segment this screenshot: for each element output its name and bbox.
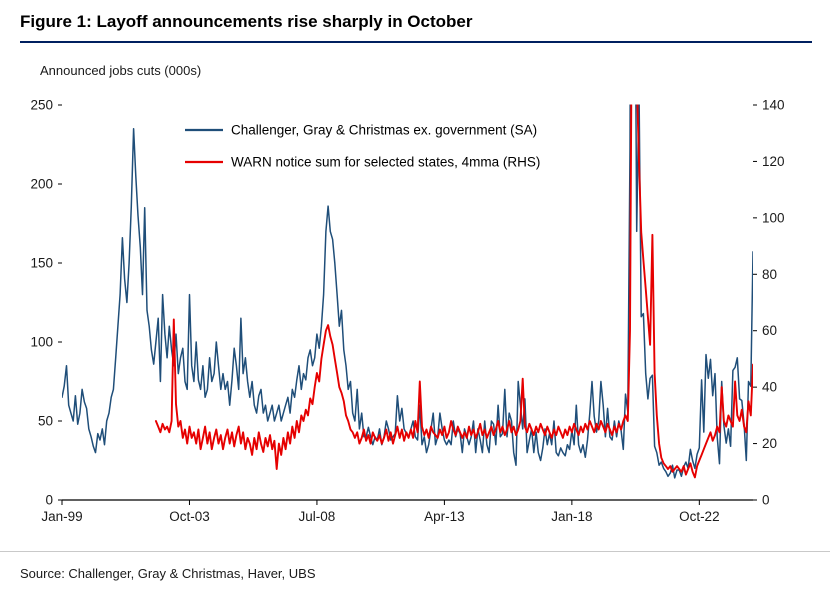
y-axis-title: Announced jobs cuts (000s) (40, 63, 202, 78)
y-axis-right-tick-label: 120 (762, 154, 785, 169)
source-separator (0, 551, 830, 552)
chart-canvas: 0 50 100 150 200 250 0 20 40 60 80 100 120 140 Jan-99 O… (30, 98, 785, 525)
figure-title: Figure 1: Layoff announcements rise shar… (20, 12, 473, 31)
chart-area: 0 50 100 150 200 250 0 20 40 60 80 100 120 140 Jan-99 O… (0, 80, 830, 535)
y-axis-right-tick-label: 40 (762, 380, 777, 395)
y-axis-left-tick-label: 250 (30, 98, 53, 113)
y-axis-left-tick-label: 50 (38, 414, 53, 429)
y-axis-left-tick-label: 0 (45, 493, 53, 508)
x-axis-tick-label: Jul-08 (299, 509, 336, 524)
x-axis-tick-label: Jan-99 (41, 509, 82, 524)
y-axis-right-tick-label: 80 (762, 267, 777, 282)
series-line-0 (62, 104, 753, 479)
x-axis-tick-label: Oct-03 (169, 509, 210, 524)
y-axis-left-tick-label: 100 (30, 335, 53, 350)
y-axis-left-tick-label: 200 (30, 177, 53, 192)
y-axis-right-tick-label: 140 (762, 98, 785, 113)
x-axis-tick-label: Jan-18 (551, 509, 592, 524)
source-text: Source: Challenger, Gray & Christmas, Ha… (20, 566, 316, 581)
x-axis-tick-label: Oct-22 (679, 509, 720, 524)
y-axis-right-tick-label: 0 (762, 493, 770, 508)
y-axis-right-tick-label: 100 (762, 210, 785, 225)
series-line-1 (154, 104, 753, 479)
y-axis-left-tick-label: 150 (30, 256, 53, 271)
y-axis-right-tick-label: 60 (762, 323, 777, 338)
x-axis-tick-label: Apr-13 (424, 509, 465, 524)
legend-label-0: Challenger, Gray & Christmas ex. governm… (231, 123, 537, 138)
legend-label-1: WARN notice sum for selected states, 4mm… (231, 155, 540, 170)
y-axis-right-tick-label: 20 (762, 436, 777, 451)
title-rule (20, 41, 812, 43)
